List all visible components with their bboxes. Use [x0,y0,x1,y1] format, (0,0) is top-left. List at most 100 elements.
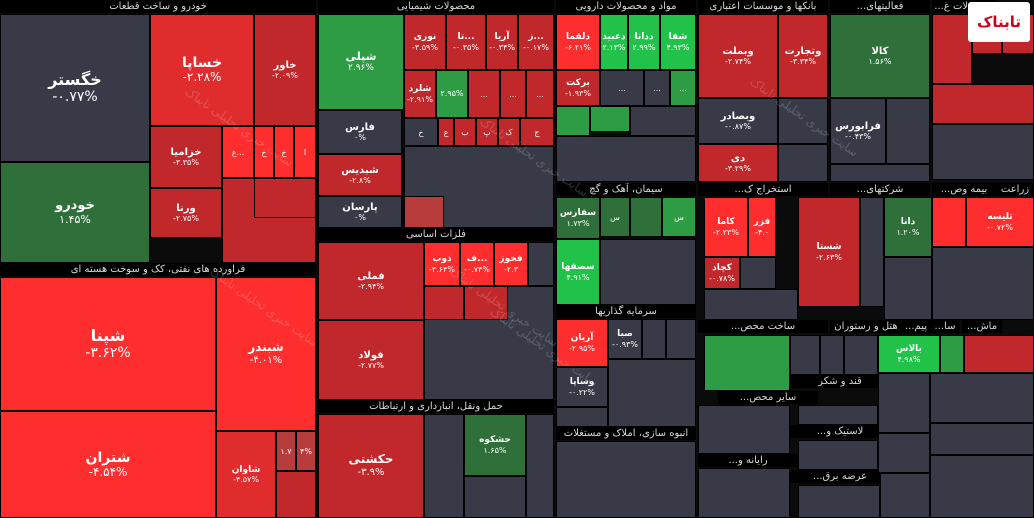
small-stock-tile[interactable] [886,98,930,164]
small-stock-tile[interactable]: ... [670,70,696,106]
small-stock-tile[interactable]: ج [520,118,554,146]
small-stock-tile[interactable]: ... [526,70,554,118]
small-stock-tile[interactable] [820,335,844,375]
small-stock-tile[interactable] [798,440,878,470]
small-stock-tile[interactable] [528,242,554,286]
stock-tile[interactable]: شبندر -۴.۰۱% [216,277,316,431]
stock-tile[interactable]: حکشتی -۳.۹% [318,414,424,518]
small-stock-tile[interactable] [424,414,464,518]
small-stock-tile[interactable] [778,98,828,144]
stock-tile[interactable]: ف... -۰.۷۴% [460,242,494,286]
stock-tile[interactable]: حشکوه ۱.۶۵% [464,414,526,476]
small-stock-tile[interactable]: س [600,197,630,237]
stock-tile[interactable]: تلیسه -۰.۷۲% [966,197,1034,247]
small-stock-tile[interactable]: خ [404,118,438,146]
small-stock-tile[interactable] [608,359,696,427]
stock-tile[interactable]: شپنا -۳.۶۲% [0,277,216,411]
small-stock-tile[interactable] [600,239,696,305]
stock-tile[interactable]: نوری -۳.۵۹% [404,14,446,70]
small-stock-tile[interactable] [798,485,880,518]
small-stock-tile[interactable] [704,335,790,391]
stock-tile[interactable]: وبملت -۲.۷۴% [698,14,778,98]
stock-tile[interactable]: سصفها ۴.۹۱% [556,239,600,305]
small-stock-tile[interactable]: ع [438,118,454,146]
small-stock-tile[interactable] [630,197,662,237]
stock-tile[interactable]: وساپا -۰.۲۲% [556,367,608,407]
stock-tile[interactable]: پارسان ۰% [318,196,402,228]
stock-tile[interactable]: وبصادر -۰.۸۷% [698,98,778,144]
stock-tile[interactable]: فرابورس -۰.۴۳% [830,98,886,164]
small-stock-tile[interactable]: ... [600,70,644,106]
stock-tile[interactable]: خزامیا -۳.۳۵% [150,126,222,188]
small-stock-tile[interactable] [464,286,508,320]
small-stock-tile[interactable] [704,289,798,320]
small-stock-tile[interactable] [932,14,972,84]
small-stock-tile[interactable] [556,407,608,427]
small-stock-tile[interactable] [698,405,790,454]
small-stock-tile[interactable] [878,433,930,473]
stock-tile[interactable]: فولاد -۲.۷۷% [318,320,424,400]
small-stock-tile[interactable] [930,373,1034,423]
stock-tile[interactable]: آریا -۰.۳۴% [486,14,518,70]
small-stock-tile[interactable] [860,197,884,307]
stock-tile[interactable]: خگستر -۰.۷۷% [0,14,150,162]
stock-tile[interactable]: دانا ۱.۲۰% [884,197,932,257]
stock-tile[interactable]: شفا ۴.۹۳% [660,14,696,70]
stock-tile[interactable]: تا... -۰.۳۵% [446,14,486,70]
small-stock-tile[interactable] [404,196,444,228]
stock-tile[interactable]: فملی -۲.۹۴% [318,242,424,320]
stock-tile[interactable]: ورنا -۲.۷۵% [150,188,222,238]
small-stock-tile[interactable] [790,335,820,375]
small-stock-tile[interactable] [642,319,666,359]
small-stock-tile[interactable] [932,124,1034,180]
stock-tile[interactable]: ذوب -۳.۶۴% [424,242,460,286]
stock-tile[interactable]: ز... -۰.۱۷% [518,14,554,70]
small-stock-tile[interactable] [590,106,630,132]
stock-tile[interactable]: صبا -۰.۹۳% [608,319,642,359]
small-stock-tile[interactable] [844,335,878,375]
small-stock-tile[interactable] [526,414,554,518]
small-stock-tile[interactable] [276,471,316,518]
small-stock-tile[interactable] [740,257,776,289]
small-stock-tile[interactable]: ۴% [296,431,316,471]
stock-tile[interactable]: ۲.۹۵% [436,70,468,118]
stock-tile[interactable]: آریان -۲.۹۵% [556,319,608,367]
stock-tile[interactable]: فزر -۴.۰ [748,197,776,257]
stock-tile[interactable]: خودرو ۱.۴۵% [0,162,150,263]
small-stock-tile[interactable] [930,455,1034,518]
small-stock-tile[interactable] [884,257,932,320]
small-stock-tile[interactable] [964,335,1034,373]
small-stock-tile[interactable] [556,441,696,518]
small-stock-tile[interactable]: ... [468,70,500,118]
small-stock-tile[interactable] [424,286,464,320]
stock-tile[interactable]: ددانا ۲.۹۹% [628,14,660,70]
stock-tile[interactable]: شاوان -۴.۵۷% [216,431,276,518]
small-stock-tile[interactable] [930,423,1034,455]
small-stock-tile[interactable]: خ [254,126,274,178]
small-stock-tile[interactable] [254,178,316,218]
small-stock-tile[interactable] [464,476,526,518]
stock-tile[interactable]: برکت -۱.۹۳% [556,70,600,106]
stock-tile[interactable]: خساپا -۲.۲۸% [150,14,254,126]
stock-tile[interactable]: کاما -۲.۲۳% [704,197,748,257]
small-stock-tile[interactable] [932,247,1034,320]
stock-tile[interactable]: فخوز -۲.۳ [494,242,528,286]
stock-tile[interactable]: وتجارت -۳.۳۴% [778,14,828,98]
stock-tile[interactable]: فارس ۰% [318,110,402,154]
small-stock-tile[interactable]: ا [294,126,316,178]
small-stock-tile[interactable]: پ [476,118,498,146]
small-stock-tile[interactable]: خ [274,126,294,178]
stock-tile[interactable]: دعبید ۲.۱۳% [600,14,628,70]
small-stock-tile[interactable] [556,136,696,182]
stock-tile[interactable]: دلقما -۶.۲۱% [556,14,600,70]
stock-tile[interactable]: خاور -۲.۰۹% [254,14,316,126]
stock-tile[interactable]: بالاس ۴.۹۸% [878,335,940,373]
small-stock-tile[interactable] [698,468,790,518]
small-stock-tile[interactable] [880,473,930,518]
stock-tile[interactable]: شپلی ۲.۹۶% [318,14,404,110]
small-stock-tile[interactable]: ... [500,70,526,118]
small-stock-tile[interactable] [778,144,828,182]
stock-tile[interactable]: شتران -۴.۵۴% [0,411,216,518]
small-stock-tile[interactable]: ۱.۷ [276,431,296,471]
stock-tile[interactable]: کالا ۱.۵۶% [830,14,930,98]
